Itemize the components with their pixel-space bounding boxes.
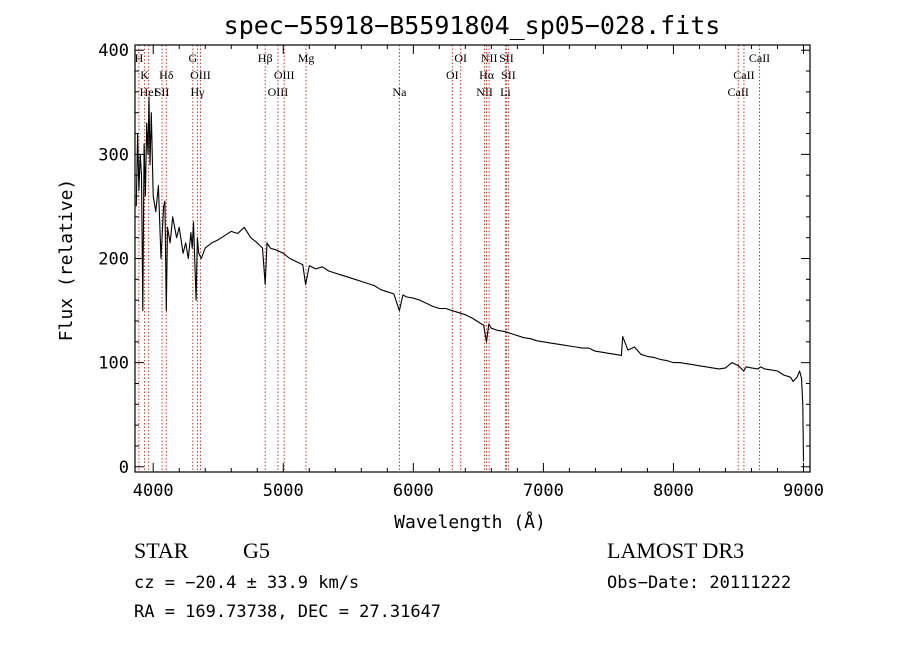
line-label-20: Li bbox=[500, 85, 511, 99]
line-label-7: Hγ bbox=[190, 85, 205, 99]
x-tick-label: 7000 bbox=[523, 481, 564, 501]
x-axis: 4000 5000 6000 7000 8000 9000 bbox=[133, 45, 824, 501]
line-label-13: OI bbox=[446, 68, 459, 82]
line-label-18: SII bbox=[499, 51, 514, 65]
line-markers: HKHeIHδSIIGOIIIHγHβOIIIOIIIMgNaOIOINIINI… bbox=[135, 45, 770, 472]
line-label-4: SII bbox=[155, 85, 170, 99]
y-tick-label: 400 bbox=[98, 41, 129, 61]
line-label-8: Hβ bbox=[258, 51, 273, 65]
y-tick-label: 200 bbox=[98, 250, 129, 270]
line-label-22: CaII bbox=[733, 68, 754, 82]
x-tick-label: 6000 bbox=[393, 481, 434, 501]
y-tick-label: 0 bbox=[119, 458, 129, 478]
line-label-5: G bbox=[189, 51, 198, 65]
spectrum-line bbox=[135, 96, 805, 462]
line-label-12: Na bbox=[392, 85, 407, 99]
line-label-21: CaII bbox=[728, 85, 749, 99]
y-axis-label: Flux (relative) bbox=[56, 179, 77, 342]
plot-frame bbox=[134, 44, 811, 473]
object-subclass: G5 bbox=[243, 538, 270, 563]
x-tick-label: 9000 bbox=[783, 481, 824, 501]
line-label-23: CaII bbox=[749, 51, 770, 65]
line-label-14: OI bbox=[454, 51, 467, 65]
redshift-line: cz = −20.4 ± 33.9 km/s bbox=[134, 573, 360, 593]
line-label-1: K bbox=[140, 68, 149, 82]
x-tick-label: 5000 bbox=[263, 481, 304, 501]
obs-date: Obs−Date: 20111222 bbox=[607, 573, 792, 593]
object-class: STAR bbox=[134, 538, 189, 563]
line-label-2: HeI bbox=[140, 85, 158, 99]
y-axis: 0 100 200 300 400 bbox=[98, 41, 810, 478]
line-label-6: OIII bbox=[190, 68, 211, 82]
survey-name: LAMOST DR3 bbox=[607, 538, 745, 563]
coordinates: RA = 169.73738, DEC = 27.31647 bbox=[134, 602, 442, 622]
chart-title: spec−55918−B5591804_sp05−028.fits bbox=[224, 11, 721, 40]
line-label-16: NII bbox=[481, 51, 498, 65]
y-tick-label: 300 bbox=[98, 145, 129, 165]
line-label-19: SII bbox=[501, 68, 516, 82]
x-tick-label: 8000 bbox=[653, 481, 694, 501]
line-label-15: NII bbox=[476, 85, 493, 99]
line-label-10: OIII bbox=[274, 68, 295, 82]
y-tick-label: 100 bbox=[98, 354, 129, 374]
line-label-3: Hδ bbox=[159, 68, 174, 82]
line-label-0: H bbox=[135, 51, 144, 65]
spectrum-series bbox=[135, 96, 805, 462]
line-label-9: OIII bbox=[268, 85, 289, 99]
x-axis-label: Wavelength (Å) bbox=[394, 511, 546, 533]
x-tick-label: 4000 bbox=[133, 481, 174, 501]
line-label-11: Mg bbox=[298, 51, 315, 65]
line-label-17: Hα bbox=[479, 68, 495, 82]
